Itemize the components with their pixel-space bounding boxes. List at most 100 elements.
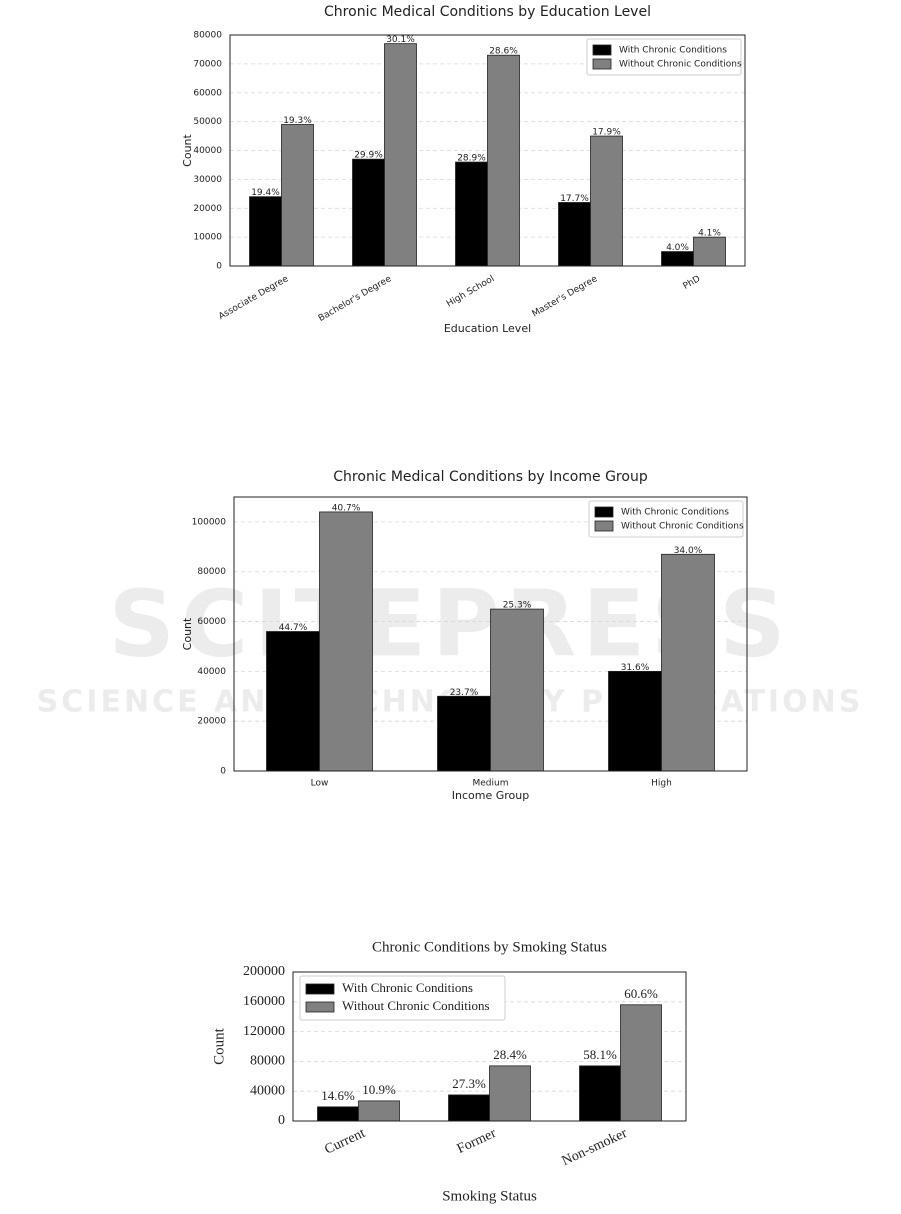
y-tick-label: 40000 [193, 146, 222, 156]
chart: Chronic Conditions by Smoking Status 0 400… [211, 939, 687, 1204]
data-label: 4.1% [698, 229, 721, 239]
data-label: 29.9% [354, 151, 383, 161]
y-tick-label: 20000 [193, 204, 222, 214]
y-axis-label: Count [181, 617, 194, 650]
x-tick-label: Bachelor's Degree [317, 274, 394, 324]
data-label: 30.1% [386, 35, 415, 45]
x-axis-label: Income Group [452, 789, 529, 802]
data-label: 34.0% [674, 546, 703, 556]
bar [489, 1065, 531, 1122]
y-tick-label: 30000 [193, 175, 222, 185]
x-tick-label: PhD [682, 274, 703, 292]
legend-label: With Chronic Conditions [342, 980, 473, 995]
data-label: 60.6% [624, 986, 658, 1001]
chart-title: Chronic Medical Conditions by Income Gro… [333, 469, 648, 485]
bar [319, 511, 373, 772]
chart-title: Chronic Conditions by Smoking Status [372, 939, 607, 955]
y-tick-label: 0 [220, 767, 226, 777]
bar [487, 54, 520, 267]
bar [558, 202, 591, 267]
data-label: 40.7% [332, 503, 361, 513]
data-label: 25.3% [503, 601, 532, 611]
y-axis-label: Count [181, 133, 194, 166]
x-tick-label: Associate Degree [217, 274, 291, 322]
chart: Chronic Medical Conditions by Education … [181, 4, 746, 335]
y-tick-label: 160000 [243, 994, 285, 1009]
chart: Chronic Medical Conditions by Income Gro… [181, 469, 748, 802]
data-label: 23.7% [450, 688, 479, 698]
x-tick-label: Master's Degree [531, 274, 600, 320]
data-label: 17.7% [560, 194, 589, 204]
bar [693, 236, 726, 267]
y-tick-label: 60000 [193, 88, 222, 98]
y-tick-label: 0 [216, 262, 222, 272]
data-label: 58.1% [583, 1047, 617, 1062]
y-tick-label: 120000 [243, 1024, 285, 1039]
x-axis-label: Education Level [444, 322, 531, 335]
legend-frame [299, 975, 506, 1021]
bar [352, 158, 385, 267]
y-tick-label: 40000 [197, 667, 226, 677]
data-label: 17.9% [592, 128, 621, 138]
x-axis-label: Smoking Status [442, 1188, 537, 1204]
legend-label: With Chronic Conditions [619, 46, 727, 56]
y-tick-label: 70000 [193, 59, 222, 69]
bar [661, 251, 694, 267]
y-tick-label: 200000 [243, 964, 285, 979]
x-tick-label: High [651, 779, 672, 789]
plot-frame [233, 496, 748, 772]
y-tick-label: 10000 [193, 233, 222, 243]
data-label: 4.0% [666, 243, 689, 253]
data-label: 31.6% [621, 663, 650, 673]
bar [448, 1094, 490, 1122]
legend-swatch [305, 983, 335, 995]
x-tick-label: Medium [473, 779, 509, 789]
bar [437, 695, 491, 772]
bar [620, 1004, 662, 1122]
y-tick-label: 50000 [193, 117, 222, 127]
legend-swatch [592, 58, 612, 70]
y-tick-label: 20000 [197, 717, 226, 727]
legend-swatch [594, 506, 614, 518]
y-tick-label: 60000 [197, 617, 226, 627]
bar [384, 43, 417, 267]
bar [266, 631, 320, 772]
x-tick-label: High School [445, 274, 496, 309]
legend-label: Without Chronic Conditions [621, 522, 744, 532]
bar [590, 135, 623, 267]
bar [317, 1106, 359, 1122]
bar [358, 1100, 400, 1122]
legend-frame [588, 500, 744, 538]
bar [608, 670, 662, 772]
legend-label: With Chronic Conditions [621, 508, 729, 518]
data-label: 14.6% [321, 1088, 355, 1103]
x-tick-label: Non-smoker [560, 1126, 630, 1169]
y-tick-label: 0 [278, 1113, 285, 1128]
legend-swatch [594, 520, 614, 532]
data-label: 28.9% [457, 154, 486, 164]
bar [281, 124, 314, 267]
y-tick-label: 40000 [250, 1083, 285, 1098]
data-label: 28.6% [489, 47, 518, 57]
legend-swatch [305, 1001, 335, 1013]
chart-title: Chronic Medical Conditions by Education … [324, 4, 651, 20]
y-tick-label: 80000 [250, 1054, 285, 1069]
x-tick-label: Former [455, 1126, 499, 1157]
data-label: 28.4% [493, 1047, 527, 1062]
data-label: 10.9% [362, 1082, 396, 1097]
plot-frame [229, 34, 746, 267]
bar [490, 608, 544, 772]
y-axis-label: Count [211, 1027, 227, 1065]
legend-swatch [592, 44, 612, 56]
legend-frame [586, 38, 742, 76]
bar [661, 553, 715, 772]
data-label: 19.4% [251, 188, 280, 198]
legend-label: Without Chronic Conditions [342, 998, 490, 1013]
bar [455, 161, 488, 267]
x-tick-label: Current [322, 1126, 367, 1158]
x-tick-label: Low [311, 779, 329, 789]
data-label: 44.7% [279, 623, 308, 633]
y-tick-label: 80000 [193, 31, 222, 41]
y-tick-label: 100000 [192, 517, 227, 527]
